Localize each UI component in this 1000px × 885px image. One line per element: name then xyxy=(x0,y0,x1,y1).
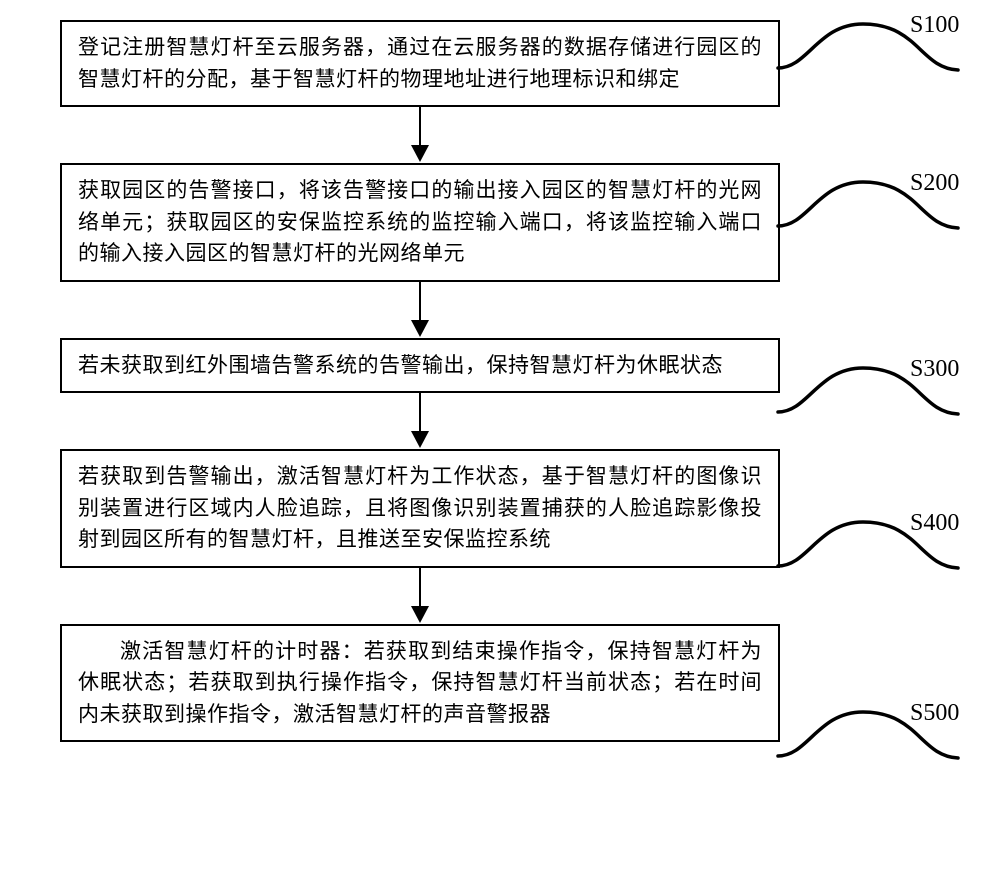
flowchart-container: 登记注册智慧灯杆至云服务器，通过在云服务器的数据存储进行园区的智慧灯杆的分配，基… xyxy=(60,20,780,742)
arrow-head-icon xyxy=(411,145,429,162)
step-box: 若获取到告警输出，激活智慧灯杆为工作状态，基于智慧灯杆的图像识别装置进行区域内人… xyxy=(60,449,780,568)
arrow-head-icon xyxy=(411,606,429,623)
step-s400: 若获取到告警输出，激活智慧灯杆为工作状态，基于智慧灯杆的图像识别装置进行区域内人… xyxy=(60,449,780,568)
step-box: 激活智慧灯杆的计时器：若获取到结束操作指令，保持智慧灯杆为休眠状态；若获取到执行… xyxy=(60,624,780,743)
arrow-shaft xyxy=(419,568,421,608)
step-text: 激活智慧灯杆的计时器：若获取到结束操作指令，保持智慧灯杆为休眠状态；若获取到执行… xyxy=(78,640,762,726)
step-text: 获取园区的告警接口，将该告警接口的输出接入园区的智慧灯杆的光网络单元；获取园区的… xyxy=(78,179,762,265)
arrow-head-icon xyxy=(411,431,429,448)
step-label-s400: S400 xyxy=(910,510,959,537)
step-s300: 若未获取到红外围墙告警系统的告警输出，保持智慧灯杆为休眠状态 xyxy=(60,338,780,394)
step-text: 若未获取到红外围墙告警系统的告警输出，保持智慧灯杆为休眠状态 xyxy=(78,354,723,377)
step-s500: 激活智慧灯杆的计时器：若获取到结束操作指令，保持智慧灯杆为休眠状态；若获取到执行… xyxy=(60,624,780,743)
step-text: 若获取到告警输出，激活智慧灯杆为工作状态，基于智慧灯杆的图像识别装置进行区域内人… xyxy=(78,465,762,551)
arrow xyxy=(60,282,780,338)
arrow xyxy=(60,393,780,449)
step-box: 获取园区的告警接口，将该告警接口的输出接入园区的智慧灯杆的光网络单元；获取园区的… xyxy=(60,163,780,282)
step-box: 登记注册智慧灯杆至云服务器，通过在云服务器的数据存储进行园区的智慧灯杆的分配，基… xyxy=(60,20,780,107)
step-text: 登记注册智慧灯杆至云服务器，通过在云服务器的数据存储进行园区的智慧灯杆的分配，基… xyxy=(78,36,762,91)
step-label-s100: S100 xyxy=(910,12,959,39)
step-s100: 登记注册智慧灯杆至云服务器，通过在云服务器的数据存储进行园区的智慧灯杆的分配，基… xyxy=(60,20,780,107)
step-box: 若未获取到红外围墙告警系统的告警输出，保持智慧灯杆为休眠状态 xyxy=(60,338,780,394)
arrow xyxy=(60,107,780,163)
step-label-s200: S200 xyxy=(910,170,959,197)
arrow-head-icon xyxy=(411,320,429,337)
arrow xyxy=(60,568,780,624)
step-s200: 获取园区的告警接口，将该告警接口的输出接入园区的智慧灯杆的光网络单元；获取园区的… xyxy=(60,163,780,282)
arrow-shaft xyxy=(419,282,421,322)
step-label-s300: S300 xyxy=(910,356,959,383)
step-label-s500: S500 xyxy=(910,700,959,727)
arrow-shaft xyxy=(419,107,421,147)
arrow-shaft xyxy=(419,393,421,433)
